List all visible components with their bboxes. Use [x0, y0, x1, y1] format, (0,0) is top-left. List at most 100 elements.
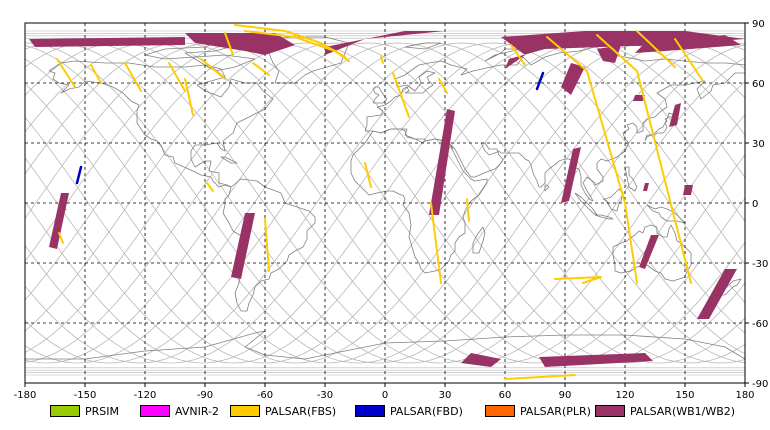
swath-track [466, 198, 470, 222]
legend-swatch [485, 405, 515, 417]
swath-track [438, 78, 448, 94]
swath-track [504, 374, 576, 380]
legend: PRSIM AVNIR-2 PALSAR(FBS) PALSAR(FBD) PALSAR… [0, 400, 770, 424]
swath-polygon [49, 193, 69, 249]
legend-item: PALSAR(WB1/WB2) [595, 403, 735, 419]
x-tick-label: 180 [735, 390, 754, 401]
swath-polygon [635, 35, 741, 53]
swath-track [252, 62, 270, 76]
x-tick-label: 0 [382, 390, 388, 401]
swath-track [200, 58, 226, 80]
swath-polygon [429, 109, 455, 215]
swath-polygon [561, 63, 585, 95]
swath-polygon [597, 45, 621, 63]
swath-track [430, 202, 442, 284]
swath-track [674, 38, 704, 82]
orbit-track [24, 42, 746, 364]
legend-swatch [595, 405, 625, 417]
legend-label: PALSAR(FBD) [390, 404, 463, 418]
orbit-track [24, 42, 746, 364]
coastline [574, 192, 598, 216]
x-tick-label: 150 [675, 390, 694, 401]
legend-label: AVNIR-2 [175, 404, 219, 418]
swath-polygon [697, 269, 737, 319]
coastline [404, 42, 442, 50]
legend-label: PALSAR(PLR) [520, 404, 591, 418]
swath-track [184, 78, 194, 116]
swath-polygon [669, 103, 681, 127]
coastline [220, 156, 238, 164]
y-tick-label: -60 [752, 319, 768, 330]
legend-item: PALSAR(FBD) [355, 403, 463, 419]
legend-item: PALSAR(PLR) [485, 403, 591, 419]
legend-label: PALSAR(WB1/WB2) [630, 404, 736, 418]
coastline [624, 166, 638, 192]
swath-track [554, 276, 602, 284]
legend-label: PRSIM [85, 404, 119, 418]
coastline [594, 214, 614, 220]
swath-polygon [643, 183, 649, 191]
swath-track [75, 165, 83, 185]
swath-polygon [61, 209, 67, 213]
swath-track [380, 56, 384, 64]
x-tick-label: 30 [439, 390, 452, 401]
coastline [144, 38, 256, 72]
swath-polygon [231, 213, 255, 279]
coastline [350, 128, 488, 274]
legend-swatch [140, 405, 170, 417]
swath-polygon [29, 37, 185, 47]
swath-polygon [325, 31, 445, 55]
latitude-tick-labels: 90 60 30 0 -30 -60 -90 [745, 19, 768, 390]
swath-polygon [639, 235, 659, 269]
x-tick-label: 120 [615, 390, 634, 401]
swath-track [392, 72, 410, 118]
swath-polygon [561, 147, 581, 203]
legend-swatch [355, 405, 385, 417]
swath-track [364, 162, 372, 188]
swath-polygon [461, 353, 501, 367]
coastline [472, 226, 486, 254]
y-tick-label: 60 [752, 79, 765, 90]
swath-track [56, 58, 76, 88]
x-tick-label: -30 [317, 390, 333, 401]
legend-swatch [230, 405, 260, 417]
swath-track [244, 30, 350, 62]
swath-track [510, 44, 526, 66]
x-tick-label: 90 [559, 390, 572, 401]
coastline [544, 184, 550, 192]
coastline [244, 36, 350, 84]
legend-swatch [50, 405, 80, 417]
x-tick-label: -60 [257, 390, 273, 401]
y-tick-label: -90 [752, 379, 768, 390]
legend-item: PALSAR(FBS) [230, 403, 336, 419]
x-tick-label: -120 [134, 390, 157, 401]
swath-polygon [539, 353, 653, 367]
swath-polygon [683, 185, 693, 195]
x-tick-label: 60 [499, 390, 512, 401]
x-tick-label: -150 [74, 390, 97, 401]
coastline [644, 112, 676, 142]
swath-track [636, 30, 676, 68]
swath-track [124, 62, 142, 92]
y-tick-label: 30 [752, 139, 765, 150]
swath-track [90, 64, 102, 84]
y-tick-label: -30 [752, 259, 768, 270]
coastline [646, 204, 686, 224]
swath-track [58, 232, 64, 244]
acquisition-swaths [29, 24, 745, 380]
swath-polygon [633, 95, 645, 101]
coastline [602, 188, 624, 212]
legend-label: PALSAR(FBS) [265, 404, 337, 418]
y-tick-label: 90 [752, 19, 765, 30]
swath-track [596, 34, 692, 284]
x-tick-label: -90 [197, 390, 213, 401]
longitude-tick-labels: -180 -150 -120 -90 -60 -30 0 30 60 90 120 150 180 [14, 383, 755, 401]
swath-track [206, 182, 214, 192]
swath-track [535, 71, 545, 91]
legend-item: PRSIM [50, 403, 119, 419]
legend-item: AVNIR-2 [140, 403, 219, 419]
swath-track [168, 62, 186, 92]
swath-track [264, 218, 270, 272]
orbit-track [24, 42, 746, 364]
